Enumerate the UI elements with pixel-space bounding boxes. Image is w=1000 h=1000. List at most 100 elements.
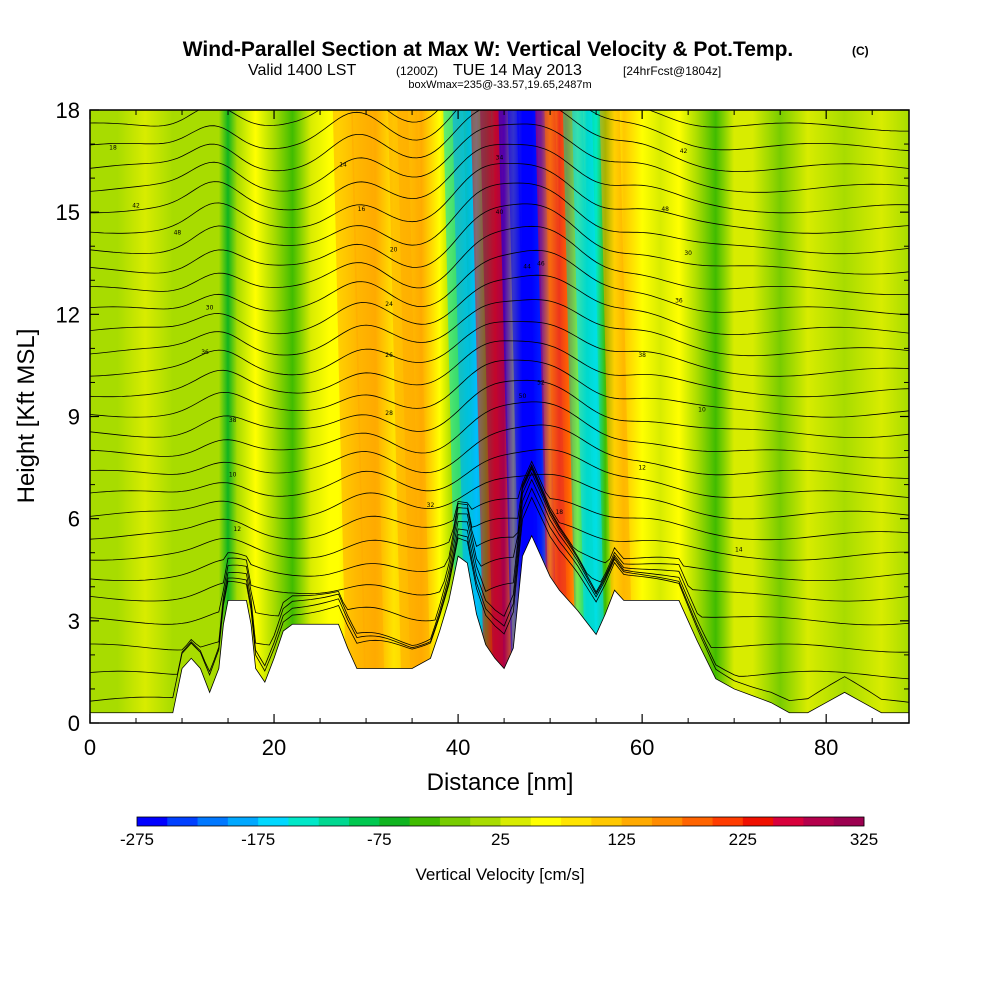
colorbar-swatch	[803, 817, 835, 826]
theta-contour-line	[90, 225, 909, 295]
colorbar-tick-label: 225	[729, 830, 757, 849]
x-tick-label: 40	[446, 735, 470, 760]
velocity-streak	[544, 110, 579, 723]
velocity-streak	[599, 110, 634, 723]
theta-contour-line	[90, 460, 909, 541]
theta-contour-line	[90, 401, 909, 459]
colorbar-swatch	[227, 817, 259, 826]
colorbar-swatch	[773, 817, 804, 826]
theta-contour-label: 14	[735, 546, 743, 553]
theta-contour-line	[90, 471, 909, 626]
theta-contour-label: 24	[385, 301, 393, 308]
theta-contour-label: 38	[229, 417, 237, 424]
theta-contour-line	[90, 465, 909, 581]
theta-contour-label: 18	[109, 144, 117, 151]
colorbar-swatch	[349, 817, 380, 826]
colorbar-swatch	[167, 817, 198, 826]
colorbar-swatch	[712, 817, 744, 826]
box-wmax-info: boxWmax=235@-33.57,19.65,2487m	[408, 79, 591, 91]
x-axis-ticks: 0 20 40 60 80	[84, 110, 873, 760]
x-axis-label: Distance [nm]	[427, 769, 574, 796]
theta-contour-label: 46	[537, 260, 545, 267]
y-tick-label: 18	[56, 98, 80, 123]
colorbar-swatch	[682, 817, 713, 826]
velocity-streak	[397, 110, 432, 723]
x-tick-label: 60	[630, 735, 654, 760]
copyright-mark: (C)	[852, 44, 869, 58]
theta-contour-line	[90, 203, 909, 275]
theta-contour-label: 26	[385, 352, 393, 359]
theta-contours: 18 42 48 30 36 38 10 12 14 16 20 24 26 28 32 34 40 44 46 50…	[90, 110, 909, 703]
velocity-streak	[572, 110, 607, 723]
theta-contour-label: 12	[233, 526, 241, 533]
y-tick-label: 6	[68, 507, 80, 532]
theta-contour-label: 40	[496, 209, 504, 216]
x-tick-label: 20	[262, 735, 286, 760]
theta-contour-label: 36	[201, 349, 209, 356]
theta-contour-line	[90, 379, 909, 438]
plot-area: 18 42 48 30 36 38 10 12 14 16 20 24 26 28 32 34 40 44 46 50…	[90, 110, 909, 723]
colorbar	[136, 816, 865, 827]
theta-contour-line	[90, 123, 909, 193]
theta-contour-label: 20	[390, 247, 398, 254]
colorbar-swatch	[530, 817, 562, 826]
theta-contour-line	[90, 478, 909, 653]
theta-contour-line	[90, 448, 909, 498]
colorbar-label: Vertical Velocity [cm/s]	[415, 865, 584, 884]
theta-contour-line	[90, 299, 909, 357]
theta-contour-label: 50	[519, 393, 527, 400]
colorbar-swatch	[288, 817, 320, 826]
colorbar-tick-label: 25	[491, 830, 510, 849]
x-tick-label: 80	[814, 735, 838, 760]
colorbar-swatch	[137, 817, 168, 826]
colorbar-frame	[136, 816, 865, 827]
theta-contour-label: 44	[523, 264, 531, 271]
theta-contour-label: 38	[638, 352, 646, 359]
y-axis-label: Height [Kft MSL]	[13, 329, 40, 504]
theta-contour-line	[90, 143, 909, 214]
terrain-mask	[90, 534, 909, 723]
theta-contour-label: 16	[358, 206, 366, 213]
theta-contour-line	[90, 249, 909, 316]
theta-contour-line	[90, 424, 909, 479]
theta-contour-line	[90, 163, 909, 234]
colorbar-swatch	[833, 817, 865, 826]
theta-contour-line	[90, 467, 909, 602]
theta-contour-line	[90, 487, 909, 680]
y-tick-label: 0	[68, 711, 80, 736]
colorbar-swatch	[742, 817, 774, 826]
colorbar-swatch	[439, 817, 471, 826]
theta-contour-line	[90, 110, 909, 172]
valid-time-line: Valid 1400 LST (1200Z) TUE 14 May 2013 […	[248, 62, 721, 79]
colorbar-swatch	[197, 817, 229, 826]
colorbar-swatch	[621, 817, 653, 826]
x-tick-label: 0	[84, 735, 96, 760]
velocity-streak	[351, 110, 386, 723]
theta-contour-line	[90, 463, 909, 561]
y-tick-label: 15	[56, 200, 80, 225]
theta-contour-line	[90, 340, 909, 398]
theta-contour-line	[90, 182, 909, 255]
colorbar-tick-label: -75	[367, 830, 392, 849]
colorbar-tick-label: 125	[607, 830, 635, 849]
colorbar-swatch	[379, 817, 411, 826]
y-tick-label: 12	[56, 302, 80, 327]
theta-contour-line	[90, 110, 909, 152]
theta-contour-label: 48	[174, 230, 182, 237]
theta-contour-label: 52	[537, 379, 545, 386]
theta-contour-label: 10	[229, 471, 237, 478]
theta-contour-label: 10	[698, 407, 706, 414]
colorbar-tick-label: 325	[850, 830, 878, 849]
colorbar-swatch	[500, 817, 532, 826]
theta-contour-label: 18	[555, 509, 563, 516]
colorbar-swatch	[591, 817, 623, 826]
theta-contour-line	[90, 274, 909, 335]
theta-contour-label: 42	[680, 148, 688, 155]
theta-contour-line	[90, 321, 909, 377]
theta-contour-label: 42	[132, 202, 140, 209]
y-tick-label: 9	[68, 405, 80, 430]
y-tick-label: 3	[68, 609, 80, 634]
theta-contour-label: 28	[385, 410, 393, 417]
